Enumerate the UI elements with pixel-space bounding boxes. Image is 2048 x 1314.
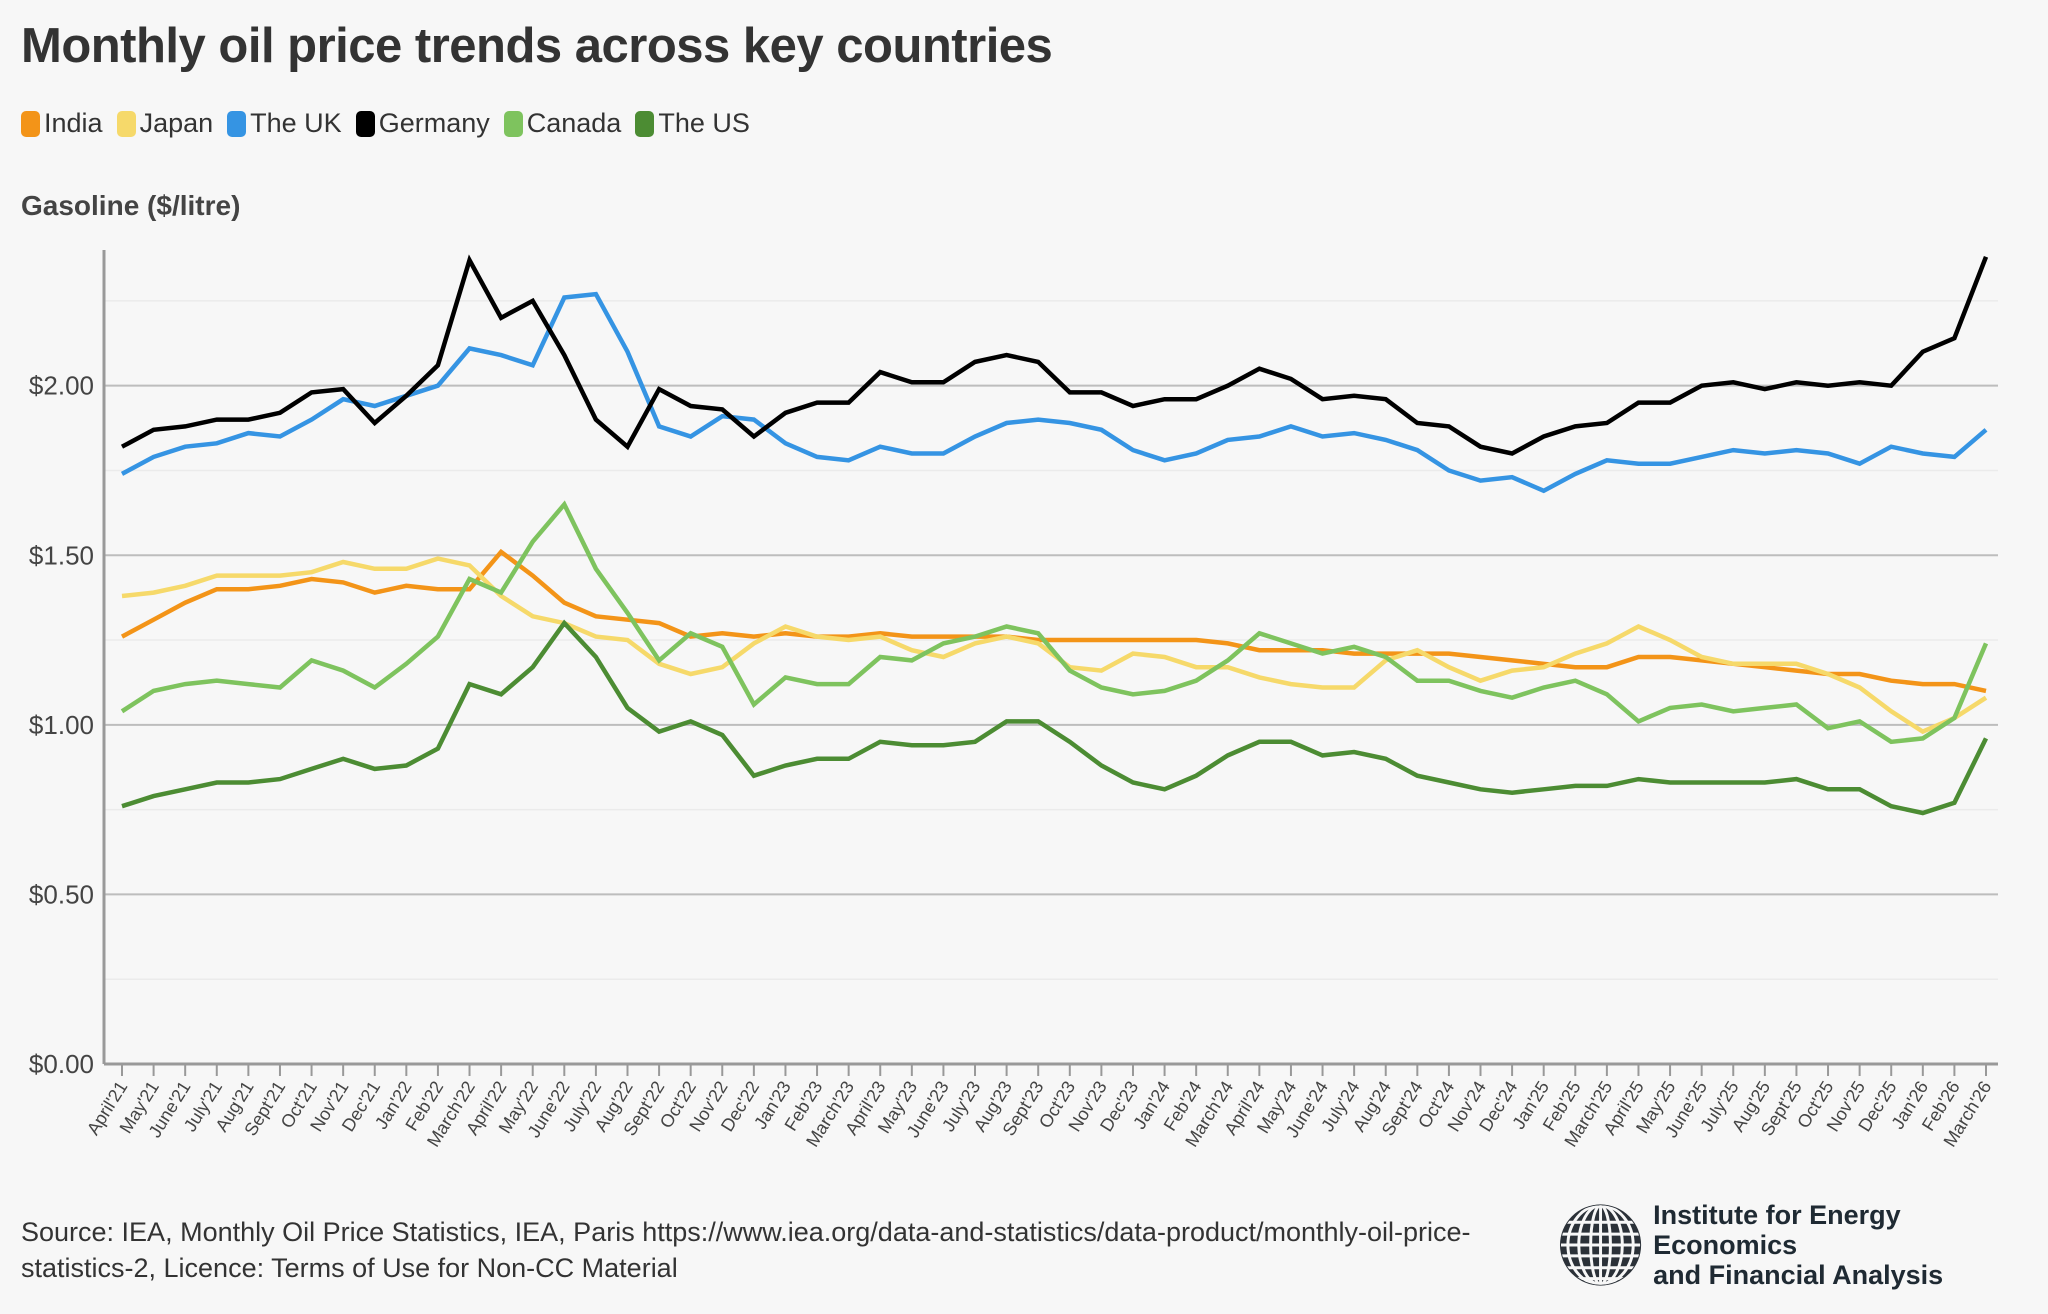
legend-item-uk[interactable]: The UK (227, 108, 342, 139)
y-tick-label: $1.50 (29, 540, 94, 570)
legend-item-canada[interactable]: Canada (503, 108, 622, 139)
chart-title: Monthly oil price trends across key coun… (21, 19, 1053, 73)
y-tick-label: $0.00 (29, 1049, 94, 1079)
y-axis-title: Gasoline ($/litre) (21, 190, 241, 221)
legend-swatch (21, 110, 40, 137)
legend-label: India (44, 108, 103, 138)
legend-swatch (635, 110, 655, 137)
axes (102, 250, 1998, 1066)
legend-label: Japan (139, 108, 214, 138)
legend-item-germany[interactable]: Germany (355, 108, 490, 139)
source-note: Source: IEA, Monthly Oil Price Statistic… (21, 1217, 1471, 1283)
x-axis-ticks: April'21May'21June'21July'21Aug'21Sept'2… (83, 1064, 1995, 1150)
legend-swatch (227, 110, 247, 137)
series-line-canada (120, 500, 1989, 745)
legend-swatch (503, 110, 523, 137)
legend: India Japan The UK Germany Canada The US (21, 108, 750, 139)
y-tick-label: $1.00 (29, 710, 94, 740)
legend-label: Canada (526, 108, 622, 138)
legend-swatch (355, 110, 375, 137)
series-line-germany (120, 254, 1989, 456)
legend-item-japan[interactable]: Japan (116, 108, 214, 139)
logo-line-2: and Financial Analysis (1653, 1260, 1944, 1290)
logo-line-1: Institute for Energy Economics (1653, 1200, 1901, 1260)
iceefa-logo: Institute for Energy Economics and Finan… (1558, 1200, 2048, 1290)
series-line-india (120, 548, 1987, 694)
series-line-the-uk (120, 291, 1988, 494)
line-chart: $0.00 $0.50 $1.00 $1.50 $2.00 April'21May'21… (29, 250, 1998, 1150)
globe-icon (1559, 1204, 1642, 1286)
legend-item-india[interactable]: India (21, 108, 103, 139)
legend-swatch (116, 110, 136, 137)
y-tick-label: $0.50 (29, 879, 94, 909)
y-axis-ticks: $0.00 $0.50 $1.00 $1.50 $2.00 (29, 371, 94, 1079)
legend-label: The US (658, 108, 750, 138)
legend-label: Germany (378, 108, 490, 138)
series-lines (120, 254, 1989, 816)
legend-item-us[interactable]: The US (635, 108, 750, 139)
series-line-the-us (121, 619, 1989, 816)
logo-text: Institute for Energy Economics and Finan… (1653, 1200, 2048, 1290)
legend-label: The UK (250, 108, 342, 138)
y-tick-label: $2.00 (29, 371, 94, 401)
